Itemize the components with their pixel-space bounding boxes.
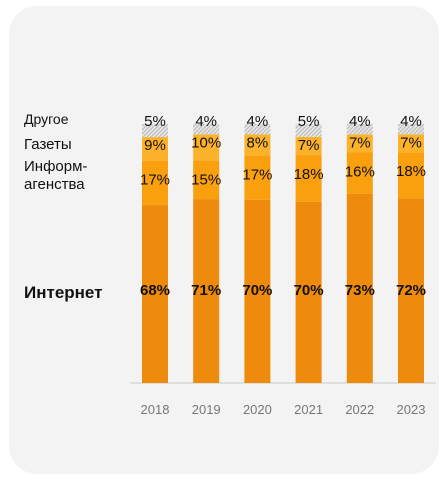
x-tick-label-2018: 2018	[141, 402, 170, 417]
data-label-информ-агенства-2019: 15%	[191, 171, 221, 188]
data-label-другое-2019: 4%	[195, 113, 217, 130]
legend-label-internet: Интернет	[24, 283, 103, 302]
data-label-газеты-2022: 7%	[349, 134, 371, 151]
data-label-газеты-2019: 10%	[191, 134, 221, 151]
bar-segment-газеты-2023	[398, 134, 424, 153]
bar-segment-газеты-2019	[193, 134, 220, 161]
data-label-интернет-2021: 70%	[294, 282, 324, 299]
x-tick-label-2021: 2021	[294, 402, 323, 417]
bar-segment-другое-2020	[244, 124, 271, 135]
bar-segment-интернет-2021	[295, 201, 322, 383]
bar-segment-интернет-2018	[142, 205, 168, 383]
bar-segment-газеты-2018	[142, 137, 168, 161]
bar-segment-другое-2021	[295, 124, 322, 137]
bar-segment-интернет-2023	[398, 198, 424, 383]
data-label-информ-агенства-2021: 18%	[294, 166, 324, 183]
bar-segment-другое-2018	[142, 124, 168, 138]
bar-segment-информ-агенства-2018	[142, 160, 168, 206]
data-label-интернет-2023: 72%	[396, 282, 426, 299]
legend-label-newspapers: Газеты	[24, 136, 72, 153]
bar-segment-другое-2019	[193, 124, 220, 135]
bar-segment-газеты-2020	[244, 134, 271, 156]
bar-segment-газеты-2022	[346, 134, 373, 153]
x-tick-label-2023: 2023	[397, 402, 426, 417]
x-tick-label-2019: 2019	[192, 402, 221, 417]
bar-segment-интернет-2019	[193, 199, 220, 383]
data-label-информ-агенства-2022: 16%	[345, 164, 375, 181]
data-label-другое-2021: 5%	[298, 113, 320, 130]
bar-segment-информ-агенства-2020	[244, 155, 271, 200]
data-label-другое-2020: 4%	[247, 113, 269, 130]
bar-segment-информ-агенства-2019	[193, 160, 220, 200]
legend-label-other: Другое	[24, 111, 69, 127]
legend-label-agencies-line1: Информ-	[24, 158, 88, 175]
x-tick-label-2020: 2020	[243, 402, 272, 417]
bar-segment-другое-2022	[346, 124, 373, 135]
data-label-другое-2023: 4%	[400, 113, 422, 130]
data-label-информ-агенства-2023: 18%	[396, 163, 426, 180]
data-label-другое-2022: 4%	[349, 113, 371, 130]
data-label-интернет-2020: 70%	[242, 282, 272, 299]
data-label-газеты-2018: 9%	[144, 137, 166, 154]
bar-segment-информ-агенства-2022	[346, 152, 373, 194]
x-tick-label-2022: 2022	[345, 402, 374, 417]
data-label-интернет-2022: 73%	[345, 282, 375, 299]
data-label-интернет-2019: 71%	[191, 282, 221, 299]
bar-segment-интернет-2022	[346, 193, 373, 383]
bar-segment-газеты-2021	[295, 136, 322, 156]
data-label-газеты-2020: 8%	[247, 135, 269, 152]
data-label-интернет-2018: 68%	[140, 282, 170, 299]
bar-segment-информ-агенства-2021	[295, 155, 322, 202]
data-label-информ-агенства-2018: 17%	[140, 172, 170, 189]
bar-segment-информ-агенства-2023	[398, 152, 424, 199]
data-label-газеты-2021: 7%	[298, 137, 320, 154]
bar-segment-интернет-2020	[244, 199, 271, 383]
legend-label-agencies-line2: агенства	[24, 176, 85, 193]
data-label-газеты-2023: 7%	[400, 134, 422, 151]
data-label-информ-агенства-2020: 17%	[242, 166, 272, 183]
bar-segment-другое-2023	[398, 124, 424, 135]
data-label-другое-2018: 5%	[144, 113, 166, 130]
